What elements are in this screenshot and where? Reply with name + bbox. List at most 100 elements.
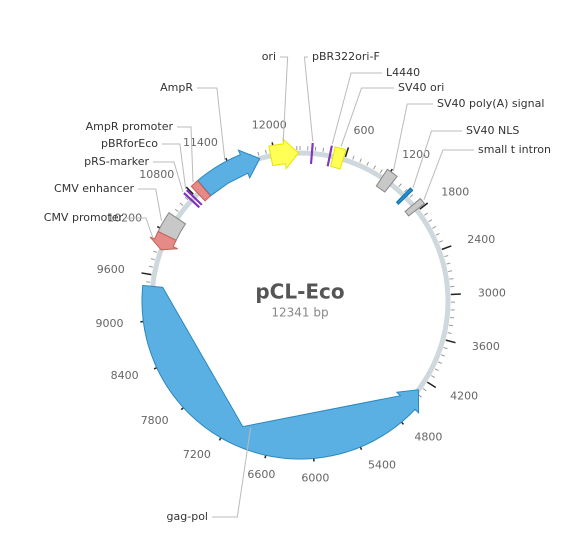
feature [149,230,178,251]
tick-label: 10200 [107,212,142,225]
leader-line [303,56,314,142]
tick-label: 11400 [183,136,218,149]
minor-tick [443,347,448,350]
minor-tick [148,265,153,268]
feature [404,197,426,217]
minor-tick [359,158,362,163]
feature [157,212,187,241]
leader-line [340,87,394,147]
tick-label: 5400 [368,458,396,471]
tick-label: 4200 [450,390,478,403]
feature [183,192,200,209]
feature-label: CMV promoter [44,211,124,224]
leader-line [153,161,184,193]
feature-label: ori [262,50,276,63]
feature-label: pBR322ori-F [312,50,380,63]
minor-tick [440,354,446,357]
minor-tick [449,278,454,280]
tick-label: 10800 [139,168,174,181]
minor-tick [409,194,414,198]
feature-label: SV40 NLS [466,124,519,137]
feature [326,145,333,167]
major-tick [185,186,194,195]
minor-tick [373,165,376,170]
minor-tick [447,332,452,334]
leader-line [197,87,226,160]
minor-tick [379,169,383,174]
leader-line [177,126,194,183]
tick-label: 9600 [97,263,125,276]
leader-line [212,427,252,518]
feature [141,284,420,460]
tick-label: 600 [354,124,375,137]
feature [268,137,300,170]
feature-label: pRS-marker [84,155,149,168]
minor-tick [424,212,428,216]
tick-label: 6600 [247,468,275,481]
plasmid-name: pCL-Eco [255,280,344,304]
tick-label: 6000 [301,471,329,484]
minor-tick [431,375,436,378]
tick-label: 3600 [472,340,500,353]
leader-line [392,103,433,172]
tick-label: 4800 [414,430,442,443]
tick-label: 12000 [252,119,287,132]
minor-tick [398,183,402,188]
major-tick [141,272,152,276]
leader-line [138,188,162,221]
leader-line [280,56,289,142]
feature-label: pBRforEco [101,137,158,150]
minor-tick [366,161,370,166]
feature-label: SV40 ori [398,81,444,94]
minor-tick [179,202,184,206]
minor-tick [153,250,158,253]
feature [185,189,203,206]
tick-label: 9000 [96,317,124,330]
feature [309,143,314,165]
minor-tick [438,240,443,243]
minor-tick [174,208,179,213]
leader-line [127,217,154,239]
minor-tick [322,147,325,152]
minor-tick [448,270,453,273]
major-tick [445,339,456,344]
feature-label: gag-pol [167,510,208,523]
leader-line [423,149,474,200]
leader-line [331,72,382,145]
feature-label: AmpR promoter [86,120,174,133]
leader-line [412,130,462,188]
minor-tick [265,149,267,154]
minor-tick [150,258,155,261]
major-tick [419,202,429,210]
minor-tick [448,324,454,327]
tick-label: 1800 [441,186,469,199]
minor-tick [444,255,449,258]
major-tick [344,147,350,158]
leader-line [162,143,187,190]
feature-label: CMV enhancer [54,182,134,195]
tick-label: 2400 [467,233,495,246]
tick-label: 7200 [183,448,211,461]
major-tick [441,245,452,251]
minor-tick [404,188,408,193]
minor-tick [422,388,427,392]
feature-label: AmpR [160,81,193,94]
minor-tick [432,226,437,229]
feature [375,168,398,193]
minor-tick [437,361,443,364]
minor-tick [428,219,433,223]
tick-label: 1200 [402,148,430,161]
feature [330,146,347,170]
minor-tick [352,155,355,160]
minor-tick [435,233,440,236]
plasmid-length: 12341 bp [271,306,328,320]
feature [395,187,414,206]
feature-label: small t intron [478,143,551,156]
tick-label: 7800 [141,414,169,427]
minor-tick [434,368,439,372]
minor-tick [257,151,260,156]
minor-tick [446,262,451,265]
feature-label: L4440 [386,66,420,79]
minor-tick [184,196,189,201]
